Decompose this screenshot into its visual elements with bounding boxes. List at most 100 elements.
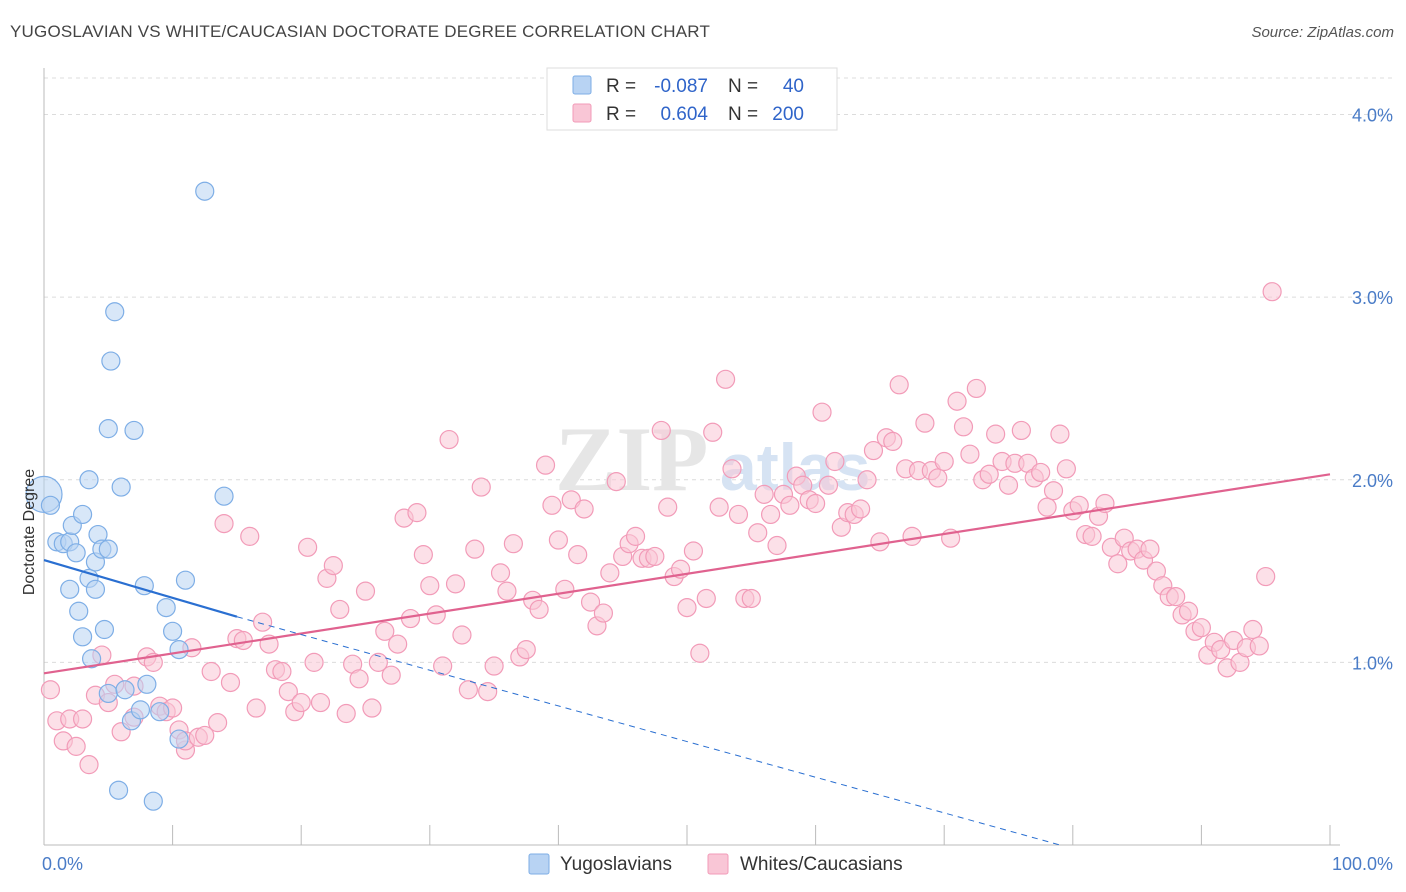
- blue-point-39: [195, 181, 215, 201]
- legend-r-value-1: 0.604: [660, 104, 708, 125]
- pink-point-0: [40, 680, 61, 700]
- blue-point-21: [98, 419, 118, 439]
- pink-point-157: [1050, 424, 1070, 444]
- pink-point-189: [1256, 566, 1276, 587]
- blue-point-10: [72, 504, 93, 525]
- legend-swatch-yugoslavians: [572, 75, 592, 95]
- pink-point-5: [72, 709, 93, 729]
- blue-point-38: [175, 570, 196, 590]
- blue-point-28: [124, 420, 144, 441]
- pink-point-106: [722, 459, 742, 479]
- pink-point-4: [66, 736, 86, 756]
- pink-point-111: [754, 484, 774, 504]
- blue-point-33: [150, 702, 170, 722]
- pink-point-64: [452, 625, 472, 645]
- pink-point-71: [497, 581, 517, 601]
- pink-point-96: [658, 497, 678, 517]
- blue-point-31: [137, 674, 157, 694]
- pink-point-177: [1178, 601, 1199, 621]
- pink-point-136: [915, 413, 935, 433]
- pink-point-107: [728, 504, 749, 525]
- pink-point-99: [677, 597, 697, 618]
- pink-point-158: [1056, 459, 1076, 479]
- pink-point-166: [1108, 554, 1128, 574]
- legend-r-label-0: R =: [606, 76, 636, 97]
- pink-point-101: [690, 643, 710, 663]
- pink-point-31: [240, 526, 260, 546]
- pink-point-74: [516, 639, 536, 660]
- pink-point-122: [825, 451, 845, 472]
- pink-point-36: [272, 661, 292, 682]
- blue-point-26: [115, 680, 135, 700]
- blue-point-40: [214, 486, 234, 506]
- pink-point-60: [426, 605, 446, 625]
- pink-point-146: [979, 464, 999, 484]
- pink-point-105: [715, 369, 736, 389]
- pink-point-69: [484, 656, 504, 676]
- legend-swatch-whites: [572, 103, 592, 123]
- blue-point-23: [105, 302, 125, 322]
- pink-point-32: [246, 698, 266, 718]
- blue-point-7: [66, 543, 86, 563]
- pink-point-156: [1043, 481, 1064, 501]
- pink-point-41: [304, 652, 324, 672]
- pink-point-48: [349, 669, 369, 689]
- axes: [43, 68, 1340, 846]
- pink-point-51: [368, 652, 388, 672]
- pink-point-129: [870, 532, 890, 552]
- y-axis-label: Doctorate Degree: [21, 469, 38, 595]
- pink-point-190: [1262, 282, 1282, 302]
- pink-point-67: [471, 477, 491, 497]
- pink-point-144: [966, 378, 986, 399]
- pink-point-42: [310, 692, 331, 713]
- pink-point-26: [208, 713, 228, 733]
- pink-point-25: [201, 661, 221, 682]
- pink-point-84: [580, 592, 601, 612]
- trend-lines: [43, 473, 1331, 846]
- blue-point-1: [40, 495, 61, 515]
- pink-point-53: [381, 665, 401, 685]
- pink-point-171: [1140, 539, 1160, 559]
- pink-point-88: [606, 471, 626, 492]
- x-tick-label-0: 0.0%: [42, 854, 83, 874]
- pink-point-141: [947, 391, 967, 411]
- pink-point-45: [330, 599, 350, 620]
- pink-point-82: [568, 545, 588, 565]
- pink-point-68: [478, 681, 498, 702]
- pink-point-52: [375, 621, 395, 641]
- pink-point-76: [529, 599, 549, 620]
- pink-point-83: [574, 499, 594, 519]
- bottom-legend-label-yugoslavians: Yugoslavians: [560, 854, 672, 875]
- pink-point-100: [683, 541, 704, 561]
- y-tick-label-3: 4.0%: [1352, 106, 1393, 126]
- pink-point-132: [889, 375, 909, 395]
- pink-point-70: [490, 563, 511, 583]
- pink-point-142: [953, 417, 974, 437]
- blue-point-25: [111, 477, 131, 497]
- y-tick-label-1: 2.0%: [1352, 471, 1393, 491]
- pink-point-138: [928, 468, 948, 488]
- legend-r-value-0: -0.087: [654, 76, 708, 97]
- pink-point-151: [1011, 420, 1031, 441]
- pink-point-72: [503, 534, 523, 554]
- pink-point-95: [651, 420, 671, 441]
- pink-point-57: [407, 503, 427, 523]
- legend-r-label-1: R =: [606, 104, 636, 125]
- blue-point-18: [94, 619, 115, 640]
- pink-point-24: [195, 725, 215, 746]
- pink-point-62: [439, 429, 459, 450]
- legend: R = -0.087 N = 40 R = 0.604 N = 200: [546, 67, 838, 131]
- bottom-legend: Yugoslavians Whites/Caucasians: [528, 853, 903, 875]
- pink-point-155: [1037, 497, 1057, 517]
- blue-point-32: [143, 791, 163, 811]
- blue-point-22: [101, 351, 121, 371]
- pink-point-77: [535, 455, 556, 475]
- pink-point-160: [1069, 495, 1089, 515]
- pink-point-147: [986, 424, 1006, 444]
- y-tick-label-2: 3.0%: [1352, 288, 1393, 308]
- x-tick-label-1: 100.0%: [1332, 854, 1393, 874]
- blue-point-20: [98, 539, 118, 559]
- chart-title: YUGOSLAVIAN VS WHITE/CAUCASIAN DOCTORATE…: [10, 22, 711, 41]
- pink-point-162: [1082, 526, 1102, 546]
